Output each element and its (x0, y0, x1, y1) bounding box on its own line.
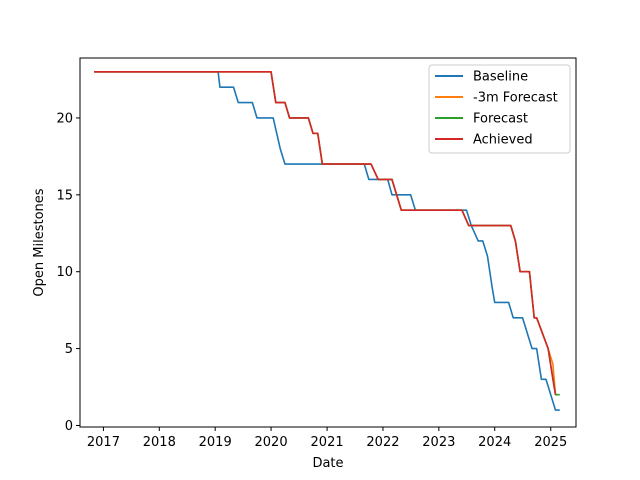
x-tick-label: 2017 (87, 435, 120, 450)
plot-frame (79, 57, 577, 428)
x-axis: 2017 2018 2019 2020 2021 2022 2023 2024 2025 (87, 427, 567, 450)
x-axis-label: Date (312, 456, 343, 471)
y-tick-label: 10 (56, 265, 73, 280)
y-tick-label: 20 (56, 111, 73, 126)
legend-label-baseline: Baseline (473, 70, 528, 85)
x-tick-label: 2023 (422, 435, 455, 450)
x-tick-label: 2019 (199, 435, 232, 450)
x-tick-label: 2020 (255, 435, 288, 450)
x-tick-label: 2022 (366, 435, 399, 450)
legend: Baseline -3m Forecast Forecast Achieved (428, 64, 571, 154)
x-tick-label: 2025 (534, 435, 567, 450)
legend-label-achieved: Achieved (473, 133, 533, 148)
legend-label-forecast: Forecast (473, 112, 528, 127)
legend-box (428, 64, 571, 154)
y-tick-label: 0 (65, 419, 73, 434)
y-tick-label: 15 (56, 188, 73, 203)
series-line-achieved (94, 71, 557, 395)
x-tick-label: 2021 (311, 435, 344, 450)
y-tick-label: 5 (65, 342, 73, 357)
series-layer (94, 71, 560, 411)
y-axis: 0 5 10 15 20 (56, 111, 80, 434)
x-tick-label: 2024 (478, 435, 511, 450)
legend-label-3m-forecast: -3m Forecast (473, 91, 558, 106)
y-axis-label: Open Milestones (32, 188, 47, 296)
x-tick-label: 2018 (143, 435, 176, 450)
